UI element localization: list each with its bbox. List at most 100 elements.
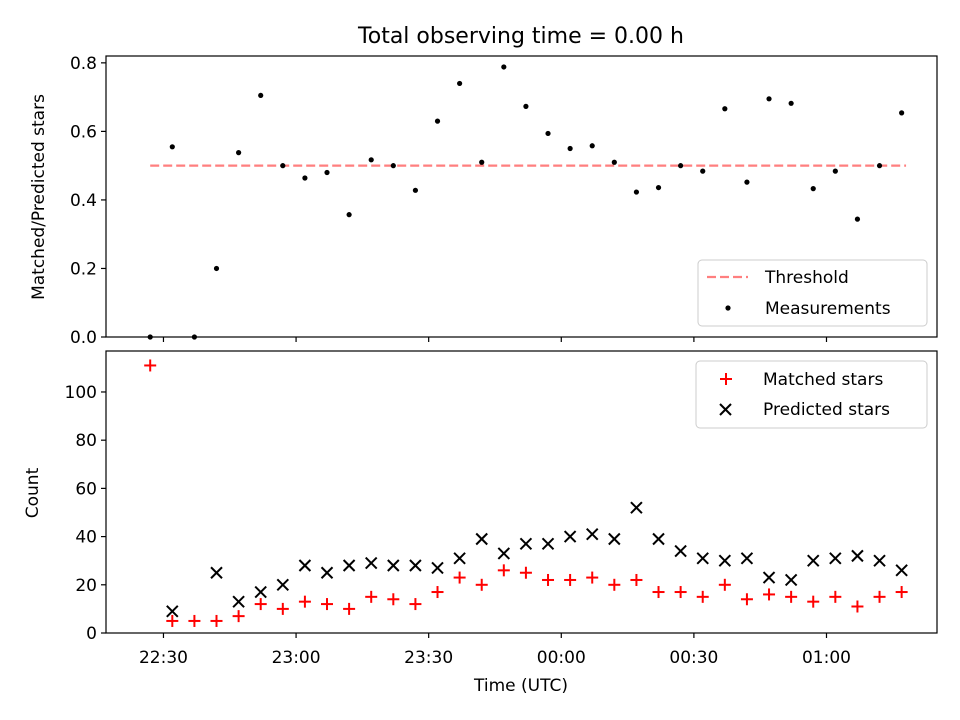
ratio-legend-threshold-label: Threshold [764,268,849,288]
matched-stars-point [674,586,687,599]
predicted-stars-point [807,554,820,567]
predicted-stars-point [851,549,864,563]
measurement-point [324,169,330,176]
matched-stars-point [254,598,267,611]
predicted-stars-point [298,559,312,572]
matched-stars-point [564,573,577,586]
count-legend-box [695,360,928,429]
measurement-point [390,163,396,169]
measurement-point [545,130,551,137]
predicted-stars-point [762,571,776,584]
matched-stars-point [895,586,908,599]
matched-stars-point [453,571,466,584]
matched-stars-point [630,573,643,586]
matched-stars-point [365,590,378,603]
matched-stars-point [519,566,532,579]
ratio-y-label: Matched/Predicted stars [29,94,49,300]
count-panel: 0 20 40 60 80 100 22:30 23:00 23:30 00:00 00:30 01… [23,350,938,696]
measurement-point [611,159,617,165]
count-y-axis: 0 20 40 60 80 100 [65,383,106,644]
measurement-point [633,189,640,195]
ratio-y-tick-label: 0.8 [70,54,97,74]
predicted-stars-point [630,501,643,514]
measurement-point [479,159,485,165]
ratio-plot-area [147,64,907,340]
predicted-stars-point [210,566,223,579]
count-legend-matched-swatch [720,373,732,385]
measurement-point [368,157,374,163]
measurement-point [678,163,684,169]
matched-stars-point [696,590,709,603]
count-x-tick-label: 00:30 [669,648,718,668]
matched-stars-point [431,586,444,599]
matched-stars-point [298,595,311,608]
matched-stars-point [343,602,356,615]
measurement-point [810,186,816,192]
measurement-point [788,100,794,106]
matched-stars-point [785,590,798,603]
count-legend: Matched stars Predicted stars [695,360,928,429]
measurement-point [655,184,662,191]
matched-stars-point [409,598,422,611]
predicted-stars-point [740,552,754,565]
count-x-tick-label: 22:30 [139,648,188,668]
count-y-tick-label: 20 [75,576,97,596]
measurement-point [523,103,529,109]
ratio-y-tick-label: 0.6 [70,122,97,142]
measurement-point [169,144,175,150]
predicted-stars-point [497,547,511,560]
count-y-tick-label: 40 [75,528,97,548]
measurement-point [589,143,595,149]
predicted-stars-point [409,559,422,572]
matched-stars-point [586,571,599,584]
measurement-point [832,168,838,174]
measurement-point [434,118,441,124]
matched-stars-point [740,593,753,606]
matched-stars-point [608,578,621,591]
ratio-panel: 0.00.20.40.60.8 Matched/Predicted stars … [29,54,938,348]
matched-stars-point [829,590,842,603]
ratio-panel-frame [105,55,938,338]
matched-stars-point [232,610,245,623]
measurement-point [501,64,507,70]
count-y-tick-label: 60 [75,479,97,499]
measurement-point [700,168,706,174]
predicted-stars-point [519,537,533,551]
predicted-stars-point [276,578,290,592]
measurement-point [457,80,463,87]
matched-stars-point [807,595,820,608]
count-x-tick-label: 01:00 [802,648,851,668]
x-axis-label: Time (UTC) [473,676,568,696]
predicted-stars-point [232,595,245,608]
count-legend-predicted-label: Predicted stars [763,400,890,420]
count-x-axis: 22:30 23:00 23:30 00:00 00:30 01:00 [139,633,851,668]
figure-title: Total observing time = 0.00 h [357,24,684,49]
matched-stars-point [475,578,488,591]
matched-stars-point [851,600,864,613]
measurement-point [280,163,286,169]
predicted-stars-point [365,556,378,570]
count-x-tick-label: 23:00 [272,648,321,668]
measurement-point [854,216,861,222]
matched-stars-point [542,573,555,586]
count-x-tick-label: 23:30 [404,648,453,668]
matched-stars-point [652,586,665,599]
measurement-point [899,110,905,116]
measurement-point [876,163,883,169]
ratio-x-ticks [162,337,828,342]
count-y-tick-label: 0 [86,624,97,644]
matched-stars-point [321,598,334,611]
ratio-y-tick-label: 0.4 [70,191,97,211]
measurement-point [213,265,220,272]
predicted-stars-point [453,552,466,565]
ratio-y-tick-label: 0.2 [70,259,97,279]
matched-stars-point [763,588,776,601]
ratio-y-tick-label: 0.0 [70,328,97,348]
count-legend-predicted-swatch [719,403,732,416]
ratio-legend-measurements-label: Measurements [765,299,891,319]
predicted-stars-point [895,564,908,577]
count-legend-matched-label: Matched stars [763,370,883,390]
count-y-label: Count [23,467,43,518]
measurement-point [346,212,352,218]
predicted-stars-point [166,605,179,618]
